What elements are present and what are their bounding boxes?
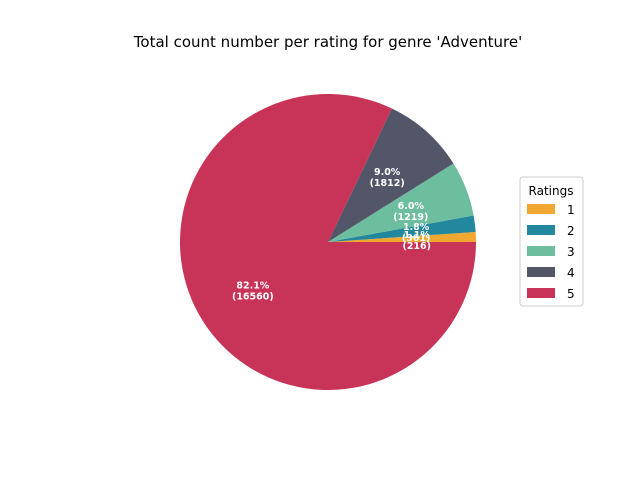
slice-label-rating-1: 1.1% (216) [402,230,431,252]
legend-swatch-rating-4 [527,267,555,277]
pie-labels: 1.1% (216)1.8% (361)6.0% (1219) 9.0% (1812) 82… [232,167,431,303]
legend-label-rating-3: 3 [567,245,575,259]
pie-slice-rating-3 [328,163,474,242]
legend-label-rating-5: 5 [567,287,575,301]
legend-title: Ratings [529,184,574,198]
pie-slice-rating-5 [180,93,476,391]
legend-swatch-rating-2 [527,225,555,235]
slice-label-rating-2: 1.8% (361) [402,222,431,244]
legend-swatch-rating-3 [527,246,555,256]
legend-swatch-rating-5 [527,288,555,298]
legend-label-rating-2: 2 [567,224,575,238]
pie-slice-rating-2 [328,215,476,242]
legend-label-rating-4: 4 [567,266,575,280]
pie-slice-rating-1 [328,232,476,242]
slice-label-rating-4: 9.0% (1812) [370,167,405,189]
legend-swatch-rating-1 [527,204,555,214]
pie-slices [180,93,476,391]
legend: Ratings 1 2 3 4 5 [519,176,584,307]
slice-label-rating-5: 82.1% (16560) [232,280,274,302]
slice-label-rating-3: 6.0% (1219) [393,201,428,223]
pie-slice-rating-4 [328,108,454,242]
chart-title: Total count number per rating for genre … [133,33,523,51]
legend-label-rating-1: 1 [567,203,575,217]
